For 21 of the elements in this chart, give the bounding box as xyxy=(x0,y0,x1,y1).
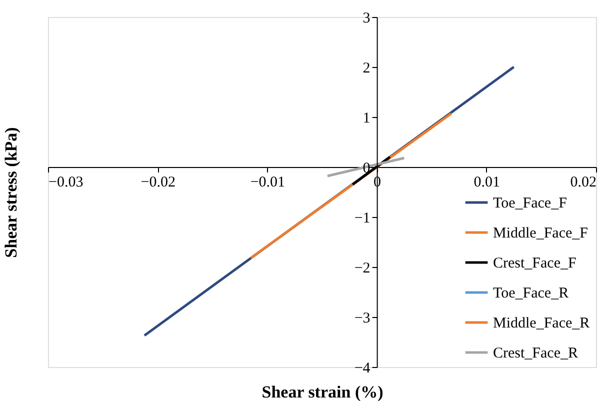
y-tick-label: 2 xyxy=(362,60,370,76)
x-axis-title: Shear strain (%) xyxy=(262,382,384,401)
legend-label: Middle_Face_F xyxy=(493,226,588,242)
y-tick-label: −3 xyxy=(354,310,370,326)
x-tick-label: 0.01 xyxy=(474,174,500,190)
x-tick-label: −0.02 xyxy=(140,174,176,190)
x-tick-label: 0.02 xyxy=(570,174,596,190)
y-tick-label: −4 xyxy=(354,360,371,376)
legend-label: Toe_Face_F xyxy=(493,196,567,212)
y-tick-label: 3 xyxy=(362,10,370,26)
x-tick-label: −0.03 xyxy=(48,174,84,190)
x-tick-label: −0.01 xyxy=(250,174,286,190)
y-tick-label: −1 xyxy=(354,210,370,226)
y-tick-label: 0 xyxy=(362,160,370,176)
y-axis-title: Shear stress (kPa) xyxy=(2,127,20,258)
y-tick-label: −2 xyxy=(354,260,370,276)
legend-label: Toe_Face_R xyxy=(493,286,569,302)
legend-label: Crest_Face_R xyxy=(493,346,578,362)
legend-label: Middle_Face_R xyxy=(493,316,590,332)
y-tick-label: 1 xyxy=(362,110,370,126)
legend-label: Crest_Face_F xyxy=(493,256,576,272)
